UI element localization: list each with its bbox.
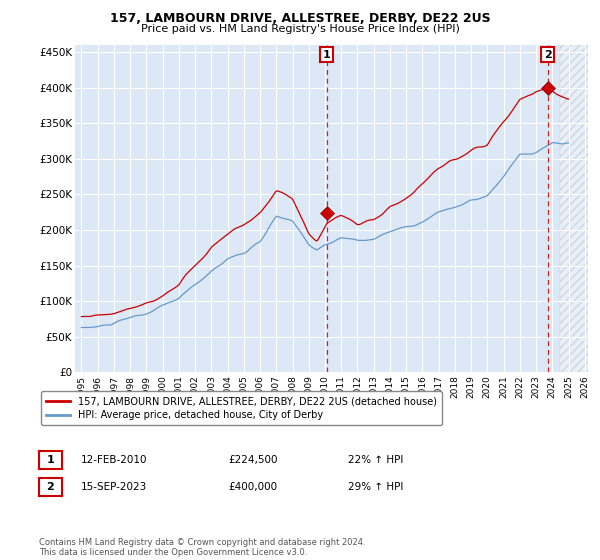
Text: 1: 1 bbox=[323, 50, 331, 59]
Text: 1: 1 bbox=[47, 455, 54, 465]
Text: £224,500: £224,500 bbox=[228, 455, 277, 465]
Text: 157, LAMBOURN DRIVE, ALLESTREE, DERBY, DE22 2US: 157, LAMBOURN DRIVE, ALLESTREE, DERBY, D… bbox=[110, 12, 490, 25]
Bar bbox=[560, 45, 588, 372]
Text: 29% ↑ HPI: 29% ↑ HPI bbox=[348, 482, 403, 492]
Text: 2: 2 bbox=[47, 482, 54, 492]
Legend: 157, LAMBOURN DRIVE, ALLESTREE, DERBY, DE22 2US (detached house), HPI: Average p: 157, LAMBOURN DRIVE, ALLESTREE, DERBY, D… bbox=[41, 391, 442, 425]
Text: 22% ↑ HPI: 22% ↑ HPI bbox=[348, 455, 403, 465]
Text: 12-FEB-2010: 12-FEB-2010 bbox=[81, 455, 148, 465]
Text: 2: 2 bbox=[544, 50, 551, 59]
Text: Contains HM Land Registry data © Crown copyright and database right 2024.
This d: Contains HM Land Registry data © Crown c… bbox=[39, 538, 365, 557]
Text: £400,000: £400,000 bbox=[228, 482, 277, 492]
Bar bbox=[560, 45, 588, 372]
Text: Price paid vs. HM Land Registry's House Price Index (HPI): Price paid vs. HM Land Registry's House … bbox=[140, 24, 460, 34]
Text: 15-SEP-2023: 15-SEP-2023 bbox=[81, 482, 147, 492]
